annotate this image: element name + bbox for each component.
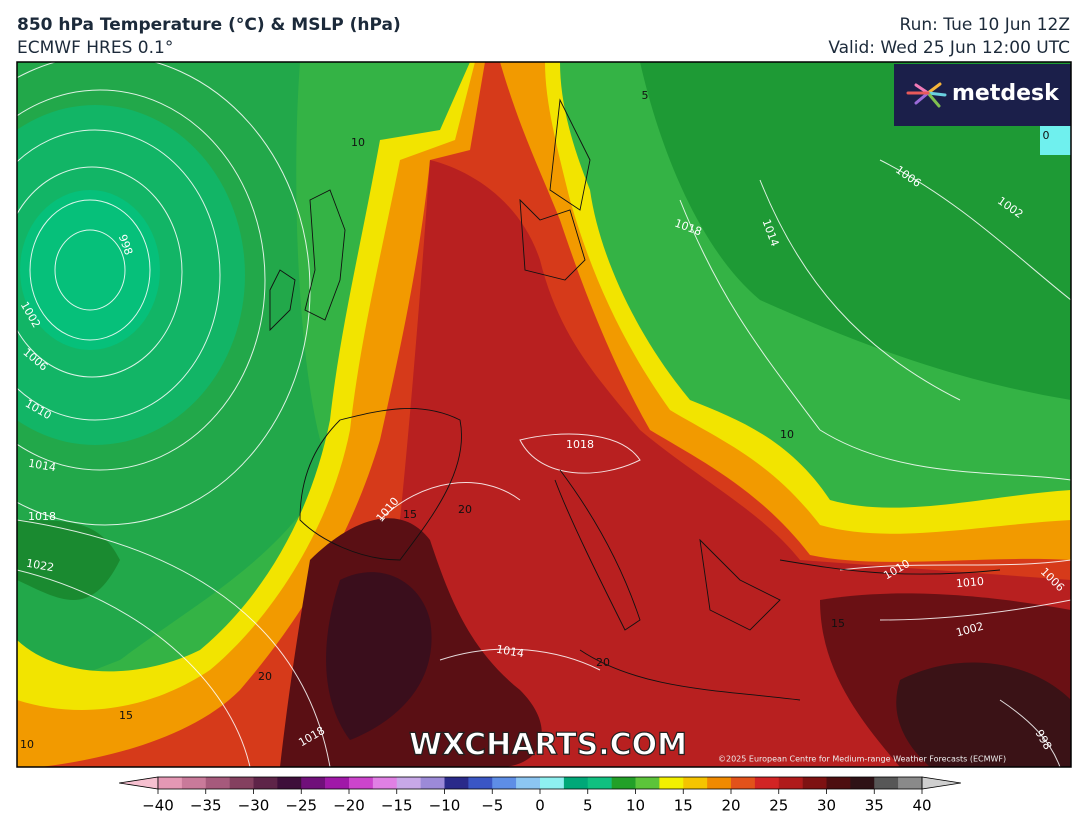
temperature-label: 5 <box>642 89 649 102</box>
colorbar-segment <box>659 777 684 789</box>
colorbar-segment <box>253 777 278 789</box>
field <box>896 662 1071 767</box>
logo-text: metdesk <box>952 81 1060 106</box>
colorbar-segment <box>707 777 732 789</box>
field <box>17 520 120 600</box>
temperature-label: 15 <box>403 508 417 521</box>
colorbar-tick-label: −10 <box>429 797 461 815</box>
colorbar-tick-label: −20 <box>333 797 365 815</box>
colorbar-segment <box>468 777 493 789</box>
colorbar-segment <box>492 777 517 789</box>
colorbar-segment <box>874 777 899 789</box>
coastlines <box>269 98 1001 701</box>
isobar-label: 1018 <box>566 438 594 451</box>
colorbar-segment <box>277 777 302 789</box>
map: 9981002100610101014101810221018101010141… <box>17 62 1071 767</box>
colorbar-tick-label: −40 <box>142 797 174 815</box>
temperature-label: 20 <box>258 670 272 683</box>
colorbar-segment <box>587 777 612 789</box>
colorbar-tick-label: 5 <box>583 797 593 815</box>
run: Run: Tue 10 Jun 12Z <box>900 15 1070 35</box>
colorbar-segment <box>372 777 398 789</box>
colorbar-tick-label: 0 <box>535 797 545 815</box>
colorbar-segment <box>516 777 541 789</box>
colorbar-tick-label: 35 <box>865 797 884 815</box>
field <box>640 62 1071 400</box>
colorbar-segment <box>754 777 780 789</box>
colorbar-segment <box>301 777 326 789</box>
isobar-label: 1018 <box>28 510 56 523</box>
colorbar-segment <box>181 777 207 789</box>
colorbar-segment <box>826 777 851 789</box>
colorbar-segment <box>850 777 875 789</box>
temperature-label: 15 <box>831 617 845 630</box>
isobar-label: 1022 <box>25 557 55 575</box>
temperature-label: 10 <box>20 738 34 751</box>
colorbar-tick-label: 20 <box>721 797 740 815</box>
colorbar-segment <box>325 777 350 789</box>
field <box>1040 120 1071 155</box>
colorbar-tick-label: 10 <box>626 797 645 815</box>
colorbar-segment <box>420 777 445 789</box>
colorbar-tick-label: 15 <box>674 797 693 815</box>
temperature-label: 10 <box>780 428 794 441</box>
map-frame <box>16 61 1072 768</box>
colorbar-segment <box>205 777 230 789</box>
isobar-label: 1014 <box>27 457 57 475</box>
temperature-label: 20 <box>458 503 472 516</box>
colorbar-tick-label: −15 <box>381 797 413 815</box>
copyright: ©2025 European Centre for Medium-range W… <box>718 755 1006 764</box>
temperature-label: 20 <box>596 656 610 669</box>
colorbar-tick-label: 25 <box>769 797 788 815</box>
colorbar-segment <box>158 777 183 789</box>
colorbar-end <box>119 776 159 790</box>
colorbar-segment <box>540 777 565 789</box>
colorbar-segment <box>635 777 660 789</box>
colorbar-segment <box>229 777 254 789</box>
isobar-label: 1010 <box>955 575 984 590</box>
valid: Valid: Wed 25 Jun 12:00 UTC <box>828 38 1070 58</box>
colorbar-segment <box>802 777 827 789</box>
colorbar-segment <box>396 777 421 789</box>
colorbar-segment <box>611 777 636 789</box>
colorbar-tick-label: −5 <box>481 797 503 815</box>
colorbar-segment <box>349 777 374 789</box>
subtitle: ECMWF HRES 0.1° <box>17 38 173 58</box>
colorbar: −40 −35 −30 −25 −20 −15 −10 −5 0 5 10 15 20 25 30 35 40 <box>119 776 961 815</box>
field <box>326 572 432 740</box>
colorbar-tick-label: −30 <box>238 797 270 815</box>
colorbar-segment <box>778 777 803 789</box>
colorbar-tick-label: −25 <box>285 797 317 815</box>
temperature-label: 0 <box>1043 129 1050 142</box>
watermark: WXCHARTS.COM <box>409 728 687 763</box>
temperature-label: 15 <box>119 709 133 722</box>
colorbar-tick-label: −35 <box>190 797 222 815</box>
logo-icon <box>906 82 947 108</box>
title: 850 hPa Temperature (°C) & MSLP (hPa) <box>17 15 401 35</box>
colorbar-tick-label: 30 <box>817 797 836 815</box>
isobar-label: 1014 <box>495 643 525 661</box>
colorbar-segment <box>563 777 589 789</box>
colorbar-end <box>921 776 961 790</box>
colorbar-segment <box>898 777 923 789</box>
field <box>20 190 160 350</box>
colorbar-segment <box>444 777 469 789</box>
colorbar-segment <box>683 777 708 789</box>
colorbar-segment <box>731 777 756 789</box>
colorbar-tick-label: 40 <box>912 797 931 815</box>
temperature-label: 10 <box>351 136 365 149</box>
